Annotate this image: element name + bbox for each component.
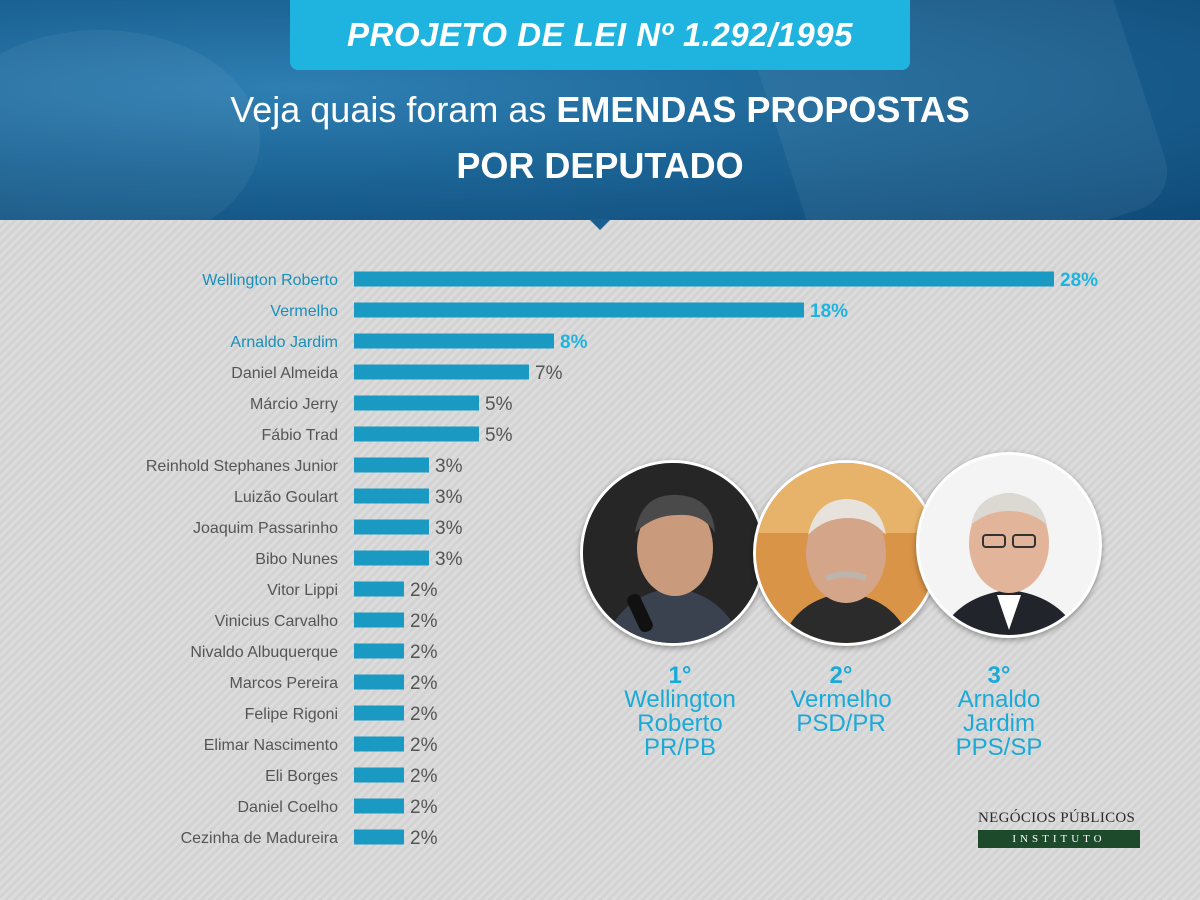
category-label: Eli Borges: [265, 768, 338, 785]
page-title: PROJETO DE LEI Nº 1.292/1995: [346, 16, 853, 53]
value-label: 2%: [410, 766, 438, 787]
value-label: 2%: [410, 580, 438, 601]
podium-caption-3: 3° Arnaldo Jardim PPS/SP: [909, 664, 1089, 760]
category-label: Marcos Pereira: [230, 675, 339, 692]
bar: [354, 674, 404, 690]
category-label: Vermelho: [270, 303, 338, 320]
person-photo-2: [756, 463, 936, 643]
value-label: 3%: [435, 549, 463, 570]
logo: NEGÓCIOS PÚBLICOS INSTITUTO: [978, 810, 1143, 852]
logo-title: NEGÓCIOS PÚBLICOS: [978, 810, 1136, 826]
podium-line: Wellington: [624, 686, 736, 713]
value-label: 5%: [485, 394, 513, 415]
category-label: Wellington Roberto: [202, 272, 338, 289]
subtitle: Veja quais foram as EMENDAS PROPOSTAS PO…: [0, 82, 1200, 194]
bar: [354, 736, 404, 752]
podium-line: Jardim: [962, 710, 1035, 737]
avatar-vermelho: [753, 460, 939, 646]
bar: [354, 271, 1054, 287]
bar: [354, 395, 479, 411]
avatar-arnaldo-jardim: [916, 452, 1102, 638]
value-label: 7%: [535, 363, 563, 384]
value-label: 2%: [410, 828, 438, 849]
category-label: Felipe Rigoni: [245, 706, 338, 723]
podium-line: Roberto: [637, 710, 723, 737]
title-box: PROJETO DE LEI Nº 1.292/1995: [290, 0, 910, 70]
bar: [354, 333, 554, 349]
podium-rank: 3°: [987, 662, 1011, 689]
podium-line: PPS/SP: [955, 734, 1043, 761]
category-label: Reinhold Stephanes Junior: [146, 458, 339, 475]
category-label: Joaquim Passarinho: [193, 520, 338, 537]
category-label: Márcio Jerry: [250, 396, 338, 413]
value-label: 28%: [1060, 270, 1098, 291]
bar: [354, 364, 529, 380]
category-label: Fábio Trad: [262, 427, 338, 444]
category-label: Cezinha de Madureira: [181, 830, 339, 847]
podium-line: PSD/PR: [796, 710, 886, 737]
bar: [354, 302, 804, 318]
header-banner: PROJETO DE LEI Nº 1.292/1995 Veja quais …: [0, 0, 1200, 220]
podium-line: Vermelho: [790, 686, 892, 713]
podium-rank: 2°: [829, 662, 853, 689]
category-label: Nivaldo Albuquerque: [190, 644, 338, 661]
podium-caption-2: 2° Vermelho PSD/PR: [751, 664, 931, 736]
value-label: 5%: [485, 425, 513, 446]
value-label: 3%: [435, 487, 463, 508]
category-label: Daniel Almeida: [231, 365, 338, 382]
value-label: 2%: [410, 611, 438, 632]
category-label: Vinicius Carvalho: [215, 613, 338, 630]
category-label: Luizão Goulart: [234, 489, 339, 506]
avatar-wellington-roberto: [580, 460, 766, 646]
value-label: 8%: [560, 332, 588, 353]
bar: [354, 457, 429, 473]
value-label: 2%: [410, 735, 438, 756]
value-label: 18%: [810, 301, 848, 322]
bar: [354, 612, 404, 628]
value-label: 2%: [410, 673, 438, 694]
person-photo-1: [583, 463, 763, 643]
category-label: Elimar Nascimento: [204, 737, 338, 754]
category-label: Daniel Coelho: [237, 799, 338, 816]
person-photo-3: [919, 455, 1099, 635]
podium-line: PR/PB: [643, 734, 717, 761]
podium-line: Arnaldo: [957, 686, 1041, 713]
bar: [354, 581, 404, 597]
subtitle-bold: EMENDAS PROPOSTAS: [556, 89, 970, 130]
subtitle-line2: POR DEPUTADO: [456, 145, 744, 186]
bar: [354, 705, 404, 721]
value-label: 3%: [435, 456, 463, 477]
bar: [354, 488, 429, 504]
bar: [354, 643, 404, 659]
category-label: Arnaldo Jardim: [230, 334, 338, 351]
category-label: Vitor Lippi: [267, 582, 338, 599]
value-label: 3%: [435, 518, 463, 539]
category-label: Bibo Nunes: [255, 551, 338, 568]
header-pointer: [589, 219, 611, 230]
bar: [354, 798, 404, 814]
podium-rank: 1°: [668, 662, 692, 689]
subtitle-light: Veja quais foram as: [230, 89, 557, 130]
bar: [354, 767, 404, 783]
bar: [354, 550, 429, 566]
logo-subtitle: INSTITUTO: [978, 830, 1140, 848]
podium-caption-1: 1° Wellington Roberto PR/PB: [590, 664, 770, 760]
value-label: 2%: [410, 797, 438, 818]
bar: [354, 426, 479, 442]
bar: [354, 829, 404, 845]
value-label: 2%: [410, 704, 438, 725]
value-label: 2%: [410, 642, 438, 663]
bar: [354, 519, 429, 535]
